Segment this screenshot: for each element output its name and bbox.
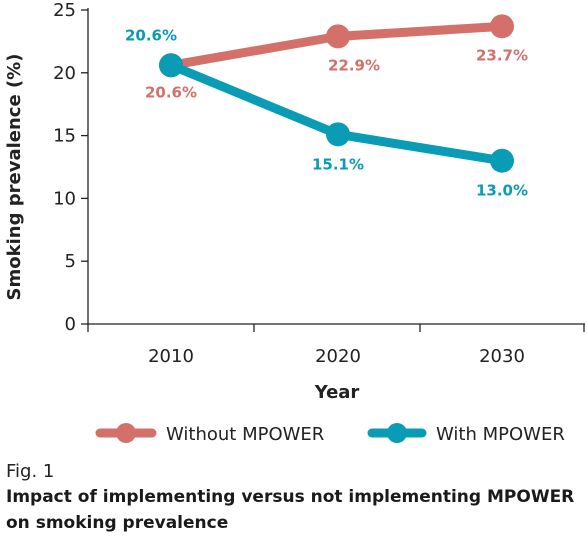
legend-label: Without MPOWER bbox=[166, 424, 324, 445]
data-label: 22.9% bbox=[328, 56, 380, 74]
data-point bbox=[326, 122, 350, 147]
data-point bbox=[326, 24, 350, 49]
x-axis-title: Year bbox=[314, 382, 360, 403]
y-tick-label: 25 bbox=[53, 0, 76, 21]
y-axis-title: Smoking prevalence (%) bbox=[4, 54, 25, 301]
data-point bbox=[490, 14, 514, 39]
legend-label: With MPOWER bbox=[436, 424, 565, 445]
data-label: 20.6% bbox=[145, 83, 197, 101]
line-chart: 0 5 10 15 20 25 2010 2020 2030 Year Smoking preval… bbox=[4, 0, 585, 445]
data-label: 15.1% bbox=[312, 155, 364, 173]
data-label: 13.0% bbox=[476, 182, 528, 200]
legend-swatch-marker bbox=[387, 423, 407, 443]
legend-item: Without MPOWER bbox=[95, 423, 324, 445]
data-label: 20.6% bbox=[125, 26, 177, 44]
x-tick-label: 2010 bbox=[148, 346, 194, 367]
y-tick-label: 10 bbox=[53, 188, 76, 209]
legend-swatch-marker bbox=[116, 423, 136, 443]
series-without-mpower: 20.6% 22.9% 23.7% bbox=[145, 14, 528, 101]
series-layer: 20.6% 22.9% 23.7% 20.6% 15.1% 13.0% bbox=[125, 14, 528, 200]
data-point bbox=[159, 53, 183, 78]
figure-caption: Fig. 1 Impact of implementing versus not… bbox=[6, 460, 584, 536]
series-line bbox=[166, 60, 507, 166]
chart-axes: 0 5 10 15 20 25 2010 2020 2030 Year Smoking preval… bbox=[4, 0, 585, 403]
data-label: 23.7% bbox=[476, 46, 528, 64]
y-tick-label: 5 bbox=[65, 251, 76, 272]
series-with-mpower: 20.6% 15.1% 13.0% bbox=[125, 26, 528, 199]
data-point bbox=[490, 148, 514, 173]
y-tick-label: 20 bbox=[53, 63, 76, 84]
chart-legend: Without MPOWER With MPOWER bbox=[95, 423, 565, 445]
figure-label: Fig. 1 bbox=[6, 461, 55, 482]
legend-item: With MPOWER bbox=[367, 423, 565, 445]
y-tick-label: 15 bbox=[53, 126, 76, 147]
figure-title: Impact of implementing versus not implem… bbox=[6, 487, 575, 533]
x-tick-label: 2030 bbox=[479, 346, 525, 367]
x-tick-label: 2020 bbox=[315, 346, 361, 367]
y-tick-label: 0 bbox=[65, 314, 76, 335]
